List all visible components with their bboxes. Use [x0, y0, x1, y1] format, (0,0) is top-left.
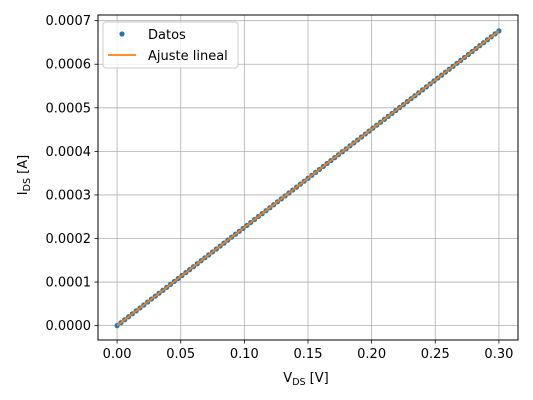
- x-tick-label: 0.25: [421, 347, 450, 362]
- y-tick-label: 0.0006: [46, 58, 92, 73]
- x-tick-label: 0.00: [103, 347, 132, 362]
- x-tick-label: 0.30: [484, 347, 513, 362]
- y-tick-label: 0.0003: [46, 188, 92, 203]
- y-tick-label: 0.0000: [46, 319, 92, 334]
- y-axis-label: IDS [A]: [16, 155, 33, 195]
- y-tick-label: 0.0005: [46, 101, 92, 116]
- x-tick-label: 0.20: [357, 347, 386, 362]
- legend-marker-datos: [119, 31, 125, 37]
- y-tick-label: 0.0007: [46, 14, 92, 29]
- legend-label-datos: Datos: [148, 28, 186, 43]
- x-axis-label: VDS [V]: [283, 371, 328, 388]
- y-tick-label: 0.0001: [46, 276, 92, 291]
- x-axis-ticks: 0.00 0.05 0.10 0.15 0.20 0.25 0.30: [103, 340, 513, 362]
- x-tick-label: 0.10: [230, 347, 259, 362]
- plot-series: [114, 28, 502, 329]
- fit-line: [116, 30, 500, 327]
- legend: Datos Ajuste lineal: [102, 21, 239, 69]
- x-tick-label: 0.05: [166, 347, 195, 362]
- y-tick-label: 0.0004: [46, 145, 92, 160]
- legend-label-ajuste: Ajuste lineal: [148, 49, 228, 64]
- grid: [98, 15, 518, 340]
- legend-box: [102, 21, 239, 69]
- y-axis-ticks: 0.0000 0.0001 0.0002 0.0003 0.0004 0.0005 0.00…: [46, 14, 98, 334]
- x-tick-label: 0.15: [294, 347, 323, 362]
- y-tick-label: 0.0002: [46, 232, 92, 247]
